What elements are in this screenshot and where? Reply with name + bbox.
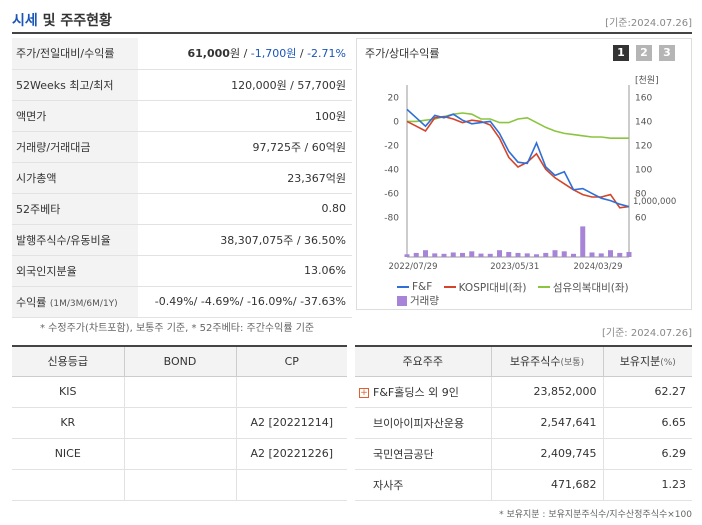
volume-bar [404,254,410,257]
col-holder: 주요주주 [355,345,492,377]
major-shareholders-table: 주요주주 보유주식수(보통) 보유지분(%) + F&F홀딩스 외 9인 23,8… [355,345,692,501]
info-row-foreign: 외국인지분율 13.06% [12,255,352,287]
volume-bar [543,252,549,257]
table-row: 자사주 471,682 1.23 [355,469,692,501]
series-line-0 [406,108,630,208]
right-tick-label: 160 [635,93,652,103]
volume-bar [524,253,530,257]
legend-volume: 거래량 [397,293,439,308]
right-tick-label: 80 [635,189,647,199]
table-row: + F&F홀딩스 외 9인 23,852,000 62.27 [355,376,692,408]
col-credit: 신용등급 [12,345,125,377]
series-line-1 [406,115,630,209]
volume-bar [580,226,586,257]
table-row: 브이아이피자산운용 2,547,641 6.65 [355,407,692,439]
volume-bar [571,253,576,257]
volume-tick-label: 1,000,000 [633,197,676,207]
left-tick-label: -80 [384,213,399,223]
volume-bar [460,252,465,257]
volume-bar [423,250,428,257]
volume-bar [497,250,502,257]
volume-bar [487,253,493,257]
credit-rating-table: 신용등급 BOND CP KIS KR A2 [20221214] NICE A2 … [12,345,347,501]
price-info-table: 주가/전일대비/수익률 61,000원 / -1,700원 / -2.71% 5… [12,38,352,318]
chart-panel: 주가/상대수익률 1 2 3 20 0 -20 -40 -60 -80 [천원] 160 140… [356,38,692,310]
volume-bar [561,251,567,257]
chart-title: 주가/상대수익률 [365,47,440,60]
volume-bar [626,252,632,257]
info-row-price: 주가/전일대비/수익률 61,000원 / -1,700원 / -2.71% [12,38,352,70]
stock-chart: 20 0 -20 -40 -60 -80 [천원] 160 140 120 100 80 60 1,000… [384,75,676,272]
volume-bar [441,253,447,257]
left-tick-label: -60 [384,189,399,199]
info-row-52weeks: 52Weeks 최고/최저 120,000원 / 57,700원 [12,69,352,101]
right-axis-unit: [천원] [635,75,659,86]
base-date: [기준:2024.07.26] [605,18,692,29]
info-row-market-cap: 시가총액 23,367억원 [12,162,352,194]
col-pct: 보유지분(%) [603,345,692,377]
right-tick-label: 120 [635,141,652,151]
chart-page-3-button[interactable]: 3 [659,45,675,61]
left-tick-label: -20 [384,141,399,151]
x-tick-label: 2023/05/31 [490,262,539,272]
table-row: 국민연금공단 2,409,745 6.29 [355,438,692,470]
volume-bar [478,253,484,257]
volume-bar [608,250,613,257]
chart-legend: F&F KOSPI대비(좌) 섬유의복대비(좌) 거래량 [397,279,687,307]
table-row: NICE A2 [20221226] [12,438,347,470]
footnote-holders: * 보유지분 : 보유지분주식수/지수산정주식수×100 [499,510,692,520]
volume-bar [469,251,475,257]
volume-bar [432,253,438,257]
volume-bar [450,252,456,257]
volume-bar [598,253,604,257]
right-tick-label: 140 [635,117,652,127]
base-date-2: [기준: 2024.07.26] [601,328,692,339]
chart-page-1-button[interactable]: 1 [613,45,629,61]
info-row-par-value: 액면가 100원 [12,100,352,132]
left-tick-label: 20 [388,93,400,103]
footnote-info: * 수정주가(차트포함), 보통주 기준, * 52주베타: 주간수익률 기준 [40,323,315,334]
expand-icon[interactable]: + [359,387,369,398]
info-row-beta: 52주베타 0.80 [12,193,352,225]
legend-ff: F&F [397,281,432,293]
table-row: KIS [12,376,347,408]
info-row-returns: 수익률 (1M/3M/6M/1Y) -0.49%/ -4.69%/ -16.09… [12,286,352,318]
col-shares: 보유주식수(보통) [491,345,604,377]
x-tick-label: 2022/07/29 [389,262,438,272]
volume-bar [515,252,521,257]
col-bond: BOND [124,345,237,377]
volume-bar [534,254,539,257]
x-tick-label: 2024/03/29 [574,262,623,272]
volume-bar [413,252,419,257]
legend-textile: 섬유의복대비(좌) [537,280,629,295]
info-row-shares: 발행주식수/유동비율 38,307,075주 / 36.50% [12,224,352,256]
volume-bar [589,252,595,257]
section-title: 시세 및 주주현황 [12,13,112,29]
volume-bar [506,252,512,257]
right-tick-label: 60 [635,213,647,223]
left-tick-label: 0 [393,117,399,127]
col-cp: CP [236,345,347,377]
table-row [12,469,347,501]
left-tick-label: -40 [384,165,399,175]
right-tick-label: 100 [635,165,652,175]
volume-bar [552,250,558,257]
chart-page-2-button[interactable]: 2 [636,45,652,61]
info-row-volume: 거래량/거래대금 97,725주 / 60억원 [12,131,352,163]
table-row: KR A2 [20221214] [12,407,347,439]
section-header: 시세 및 주주현황 [기준:2024.07.26] [12,8,692,34]
legend-kospi: KOSPI대비(좌) [443,280,526,295]
volume-bar [617,252,623,257]
